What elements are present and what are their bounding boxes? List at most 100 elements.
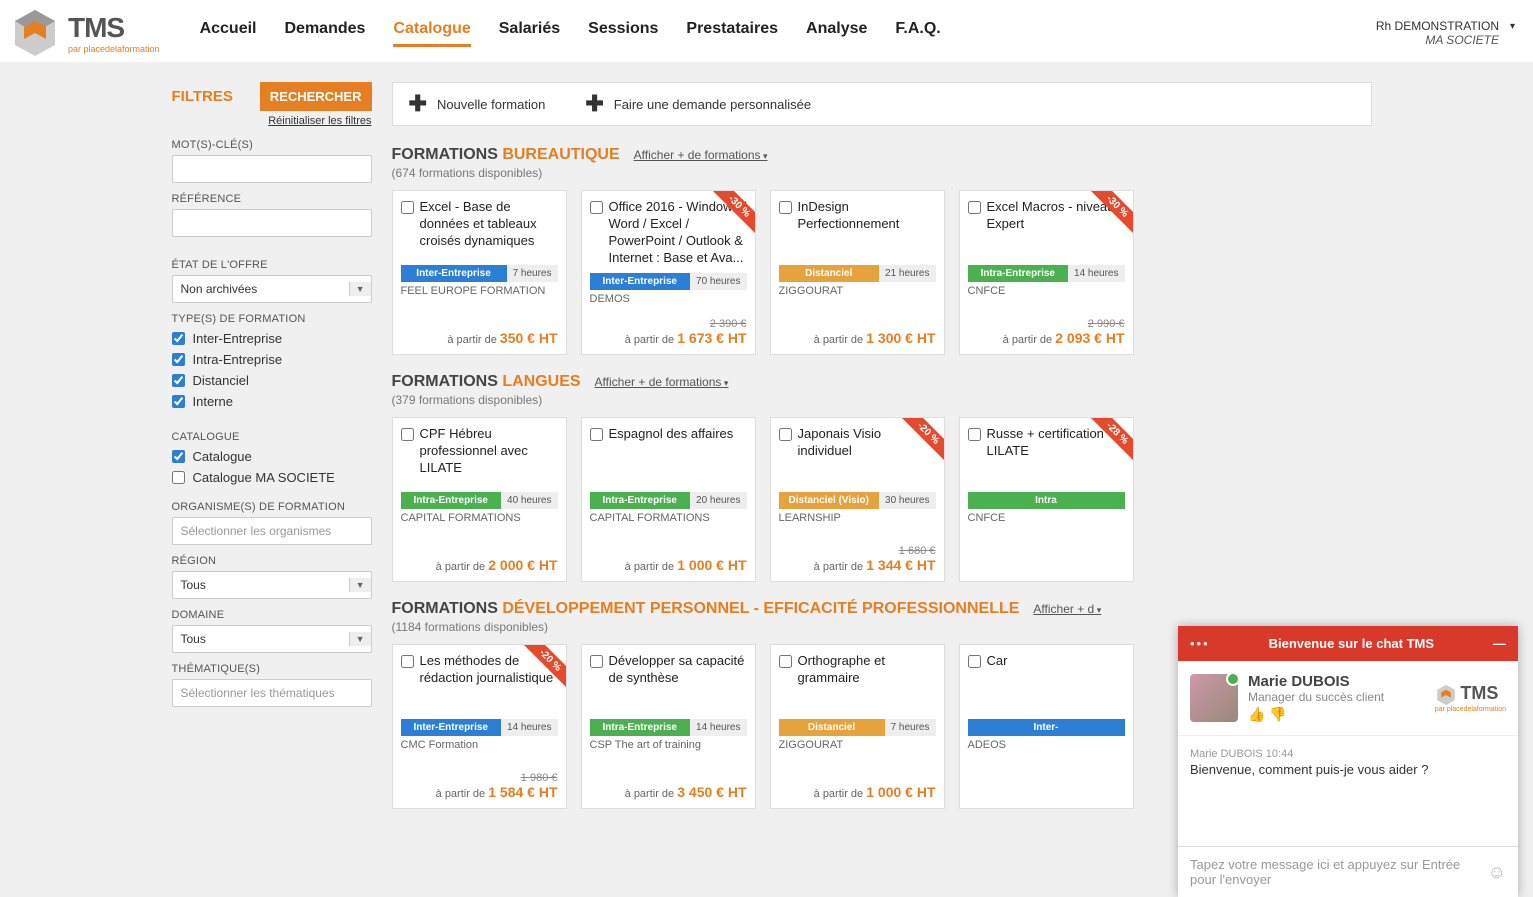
organisme-select[interactable]: Sélectionner les organismes: [172, 517, 372, 545]
logo[interactable]: TMS par placedelaformation: [10, 8, 160, 58]
plus-icon: ✚: [409, 93, 427, 115]
type-checkbox[interactable]: [172, 332, 185, 345]
card-checkbox[interactable]: [968, 428, 981, 441]
price-row: à partir de 1 300 € HT: [779, 320, 936, 346]
training-section: FORMATIONS LANGUES Afficher + de formatio…: [392, 373, 1372, 582]
nav-item-sessions[interactable]: Sessions: [588, 20, 658, 47]
card-checkbox[interactable]: [779, 428, 792, 441]
provider: DEMOS: [590, 293, 747, 305]
type-checkbox-row[interactable]: Interne: [172, 394, 372, 409]
new-training-button[interactable]: ✚ Nouvelle formation: [409, 93, 546, 115]
card-checkbox[interactable]: [590, 655, 603, 668]
card-title: Car: [987, 653, 1008, 670]
card-checkbox[interactable]: [968, 655, 981, 668]
hours-badge: 14 heures: [501, 719, 557, 736]
hours-badge: 30 heures: [879, 492, 935, 509]
nav-item-catalogue[interactable]: Catalogue: [393, 20, 470, 47]
show-more-link[interactable]: Afficher + d: [1033, 602, 1101, 616]
card-checkbox[interactable]: [401, 201, 414, 214]
show-more-link[interactable]: Afficher + de formations: [595, 375, 729, 389]
label-domaine: DOMAINE: [172, 609, 372, 621]
nav-item-analyse[interactable]: Analyse: [806, 20, 867, 47]
card-title: Office 2016 - Windows / Word / Excel / P…: [609, 199, 747, 267]
price: 1 344 € HT: [866, 557, 935, 573]
nav-item-prestataires[interactable]: Prestataires: [686, 20, 778, 47]
training-card[interactable]: Excel - Base de données et tableaux croi…: [392, 190, 567, 355]
provider: LEARNSHIP: [779, 512, 936, 524]
show-more-link[interactable]: Afficher + de formations: [634, 148, 768, 162]
reference-input[interactable]: [172, 209, 372, 237]
provider: CSP The art of training: [590, 739, 747, 751]
region-select[interactable]: Tous▼: [172, 571, 372, 599]
price: 350 € HT: [500, 330, 558, 346]
type-checkbox[interactable]: [172, 395, 185, 408]
price: 1 000 € HT: [677, 557, 746, 573]
card-checkbox[interactable]: [590, 201, 603, 214]
training-card[interactable]: Développer sa capacité de synthèseIntra-…: [581, 644, 756, 809]
training-card[interactable]: Espagnol des affairesIntra-Entreprise20 …: [581, 417, 756, 582]
chat-body: Marie DUBOIS 10:44 Bienvenue, comment pu…: [1178, 736, 1518, 846]
mode-badge: Inter-: [968, 719, 1125, 736]
training-card[interactable]: -30 %Excel Macros - niveau ExpertIntra-E…: [959, 190, 1134, 355]
keywords-input[interactable]: [172, 155, 372, 183]
card-checkbox[interactable]: [968, 201, 981, 214]
training-card[interactable]: Car Inter- ADEOS: [959, 644, 1134, 809]
chat-minimize-icon[interactable]: —: [1493, 636, 1506, 651]
training-card[interactable]: -28 %Russe + certification LILATEIntraCN…: [959, 417, 1134, 582]
provider: CAPITAL FORMATIONS: [401, 512, 558, 524]
provider: FEEL EUROPE FORMATION: [401, 285, 558, 297]
etat-select[interactable]: Non archivées▼: [172, 275, 372, 303]
chat-widget: ••• Bienvenue sur le chat TMS — Marie DU…: [1178, 626, 1518, 897]
catalogue-checkbox[interactable]: [172, 450, 185, 463]
nav-item-faq[interactable]: F.A.Q.: [895, 20, 940, 47]
reset-filters-link[interactable]: Réinitialiser les filtres: [172, 115, 372, 127]
card-checkbox[interactable]: [401, 655, 414, 668]
nav-item-demandes[interactable]: Demandes: [284, 20, 365, 47]
price-row: 2 390 €à partir de 1 673 € HT: [590, 308, 747, 346]
mode-badge: Distanciel: [779, 265, 880, 282]
training-card[interactable]: CPF Hébreu professionnel avec LILATEIntr…: [392, 417, 567, 582]
card-checkbox[interactable]: [779, 201, 792, 214]
chat-header: ••• Bienvenue sur le chat TMS —: [1178, 626, 1518, 661]
type-checkbox[interactable]: [172, 374, 185, 387]
catalogue-checkbox[interactable]: [172, 471, 185, 484]
training-card[interactable]: InDesign PerfectionnementDistanciel21 he…: [770, 190, 945, 355]
chat-input[interactable]: Tapez votre message ici et appuyez sur E…: [1178, 846, 1518, 897]
domaine-select[interactable]: Tous▼: [172, 625, 372, 653]
hours-badge: 70 heures: [690, 273, 746, 290]
provider: CNFCE: [968, 285, 1125, 297]
card-checkbox[interactable]: [401, 428, 414, 441]
nav-item-salaris[interactable]: Salariés: [499, 20, 560, 47]
training-card[interactable]: Orthographe et grammaireDistanciel7 heur…: [770, 644, 945, 809]
card-checkbox[interactable]: [590, 428, 603, 441]
chevron-down-icon: ▼: [349, 282, 371, 296]
label-reference: RÉFÉRENCE: [172, 193, 372, 205]
type-checkbox-row[interactable]: Intra-Entreprise: [172, 352, 372, 367]
catalogue-checkbox-row[interactable]: Catalogue: [172, 449, 372, 464]
training-card[interactable]: -30 %Office 2016 - Windows / Word / Exce…: [581, 190, 756, 355]
price-old: 1 680 €: [779, 545, 936, 557]
search-button[interactable]: RECHERCHER: [260, 82, 372, 111]
label-thematique: THÉMATIQUE(S): [172, 663, 372, 675]
provider: ADEOS: [968, 739, 1125, 751]
mode-badge: Distanciel (Visio): [779, 492, 880, 509]
thumbs-down-icon[interactable]: 👎: [1269, 706, 1286, 722]
training-card[interactable]: -20 %Japonais Visio individuelDistanciel…: [770, 417, 945, 582]
price: 1 673 € HT: [677, 330, 746, 346]
price-row: 2 990 €à partir de 2 093 € HT: [968, 308, 1125, 346]
custom-request-button[interactable]: ✚ Faire une demande personnalisée: [585, 93, 811, 115]
card-checkbox[interactable]: [779, 655, 792, 668]
type-checkbox-row[interactable]: Inter-Entreprise: [172, 331, 372, 346]
section-title: FORMATIONS LANGUES: [392, 373, 581, 391]
type-checkbox-row[interactable]: Distanciel: [172, 373, 372, 388]
type-checkbox[interactable]: [172, 353, 185, 366]
nav-item-accueil[interactable]: Accueil: [200, 20, 257, 47]
emoji-icon[interactable]: ☺: [1488, 862, 1506, 883]
thematique-select[interactable]: Sélectionner les thématiques: [172, 679, 372, 707]
user-menu[interactable]: Rh DEMONSTRATION MA SOCIETE: [1376, 19, 1513, 47]
price-row: 1 980 €à partir de 1 584 € HT: [401, 762, 558, 800]
catalogue-checkbox-row[interactable]: Catalogue MA SOCIETE: [172, 470, 372, 485]
chat-menu-icon[interactable]: •••: [1190, 636, 1210, 651]
thumbs-up-icon[interactable]: 👍: [1248, 706, 1265, 722]
training-card[interactable]: -20 %Les méthodes de rédaction journalis…: [392, 644, 567, 809]
